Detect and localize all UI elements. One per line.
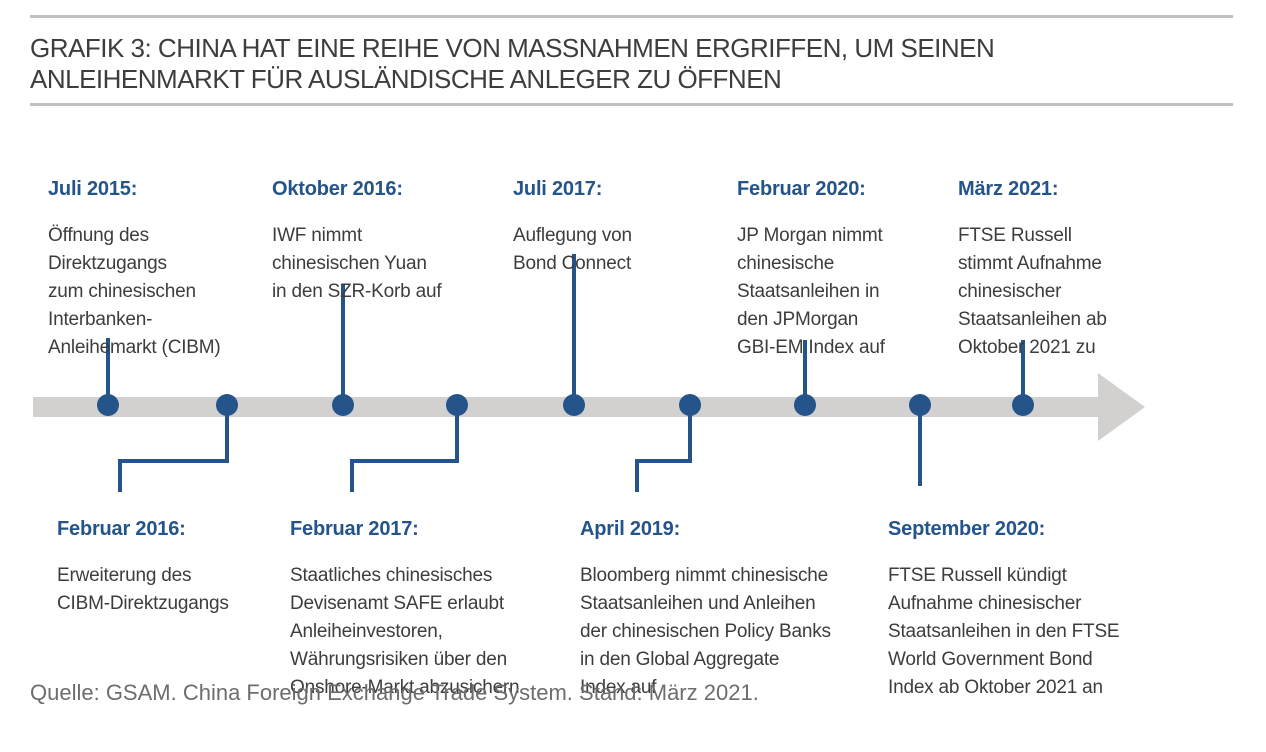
source-note: Quelle: GSAM. China Foreign Exchange Tra…	[30, 680, 759, 705]
event-date: September 2020:	[888, 518, 1046, 540]
event-description: Bloomberg nimmt chinesische Staatsanleih…	[580, 565, 831, 698]
event-date: Oktober 2016:	[272, 178, 403, 200]
event-dot	[1012, 394, 1034, 416]
timeline-event-juli-2015: Juli 2015: Öffnung des Direktzugangs zum…	[48, 156, 221, 380]
event-dot	[97, 394, 119, 416]
timeline-event-juli-2017: Juli 2017: Auflegung von Bond Connect	[513, 156, 632, 296]
event-dot	[794, 394, 816, 416]
event-description: Erweiterung des CIBM-Direktzugangs	[57, 565, 229, 614]
timeline-event-februar-2020: Februar 2020: JP Morgan nimmt chinesisch…	[737, 156, 885, 380]
event-date: April 2019:	[580, 518, 681, 540]
event-dot	[909, 394, 931, 416]
event-dot	[216, 394, 238, 416]
event-date: Juli 2015:	[48, 178, 138, 200]
event-dot	[446, 394, 468, 416]
event-description: FTSE Russell kündigt Aufnahme chinesisch…	[888, 565, 1120, 698]
event-description: IWF nimmt chinesischen Yuan in den SZR-K…	[272, 225, 442, 302]
event-date: Februar 2016:	[57, 518, 186, 540]
event-description: JP Morgan nimmt chinesische Staatsanleih…	[737, 225, 885, 358]
event-description: FTSE Russell stimmt Aufnahme chinesische…	[958, 225, 1107, 358]
event-date: März 2021:	[958, 178, 1059, 200]
timeline-event-maerz-2021: März 2021: FTSE Russell stimmt Aufnahme …	[958, 156, 1107, 380]
event-description: Staatliches chinesisches Devisenamt SAFE…	[290, 565, 520, 698]
event-dot	[332, 394, 354, 416]
timeline-event-oktober-2016: Oktober 2016: IWF nimmt chinesischen Yua…	[272, 156, 442, 324]
divider-top	[30, 15, 1233, 18]
divider-title-bottom	[30, 103, 1233, 106]
timeline-arrowhead-icon	[1098, 373, 1145, 441]
connector-line	[118, 405, 229, 492]
connector-line	[635, 405, 692, 492]
connector-line	[350, 405, 459, 492]
figure-title: GRAFIK 3: CHINA HAT EINE REIHE VON MASSN…	[30, 33, 995, 94]
event-description: Öffnung des Direktzugangs zum chinesisch…	[48, 225, 221, 358]
event-dot	[679, 394, 701, 416]
event-description: Auflegung von Bond Connect	[513, 225, 632, 274]
timeline-event-april-2019: April 2019: Bloomberg nimmt chinesische …	[580, 496, 831, 720]
event-dot	[563, 394, 585, 416]
timeline-event-februar-2017: Februar 2017: Staatliches chinesisches D…	[290, 496, 520, 720]
timeline-event-september-2020: September 2020: FTSE Russell kündigt Auf…	[888, 496, 1120, 720]
event-date: Februar 2020:	[737, 178, 866, 200]
timeline-event-februar-2016: Februar 2016: Erweiterung des CIBM-Direk…	[57, 496, 229, 636]
event-date: Juli 2017:	[513, 178, 603, 200]
event-date: Februar 2017:	[290, 518, 419, 540]
